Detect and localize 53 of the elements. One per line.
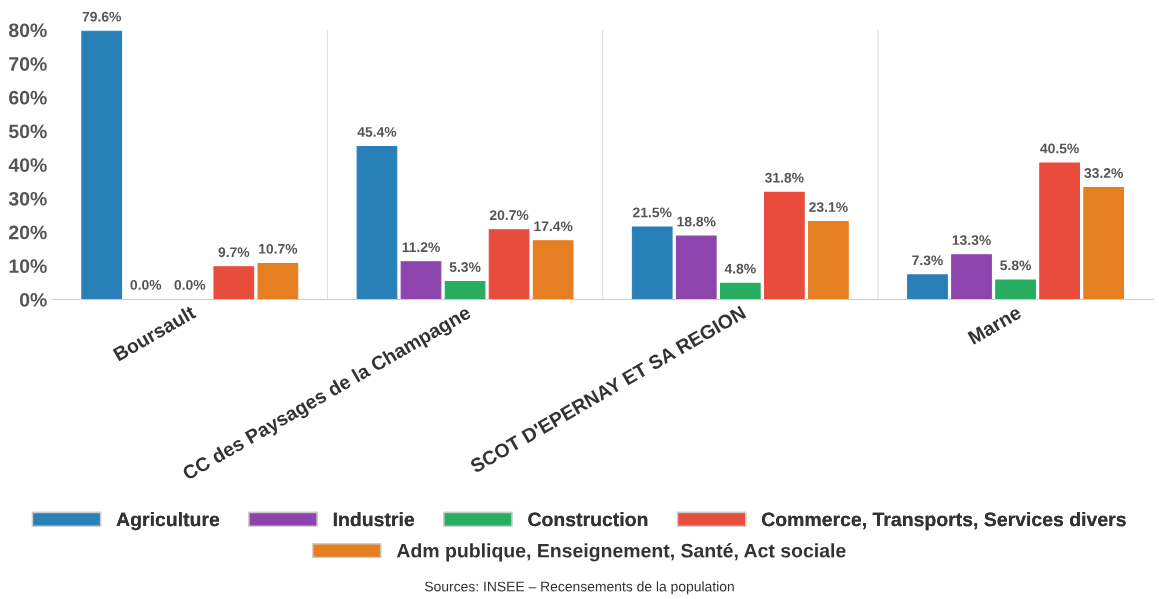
y-tick-label: 70%	[9, 57, 47, 71]
data-label: 31.8%	[764, 172, 804, 183]
data-label: 5.3%	[449, 262, 481, 272]
bar	[532, 240, 574, 300]
data-label: 0.0%	[130, 279, 162, 290]
legend-label: Commerce, Transports, Services divers	[762, 512, 1126, 531]
y-tick-label: 10%	[9, 259, 47, 274]
data-label: 21.5%	[633, 207, 672, 218]
data-label: 17.4%	[534, 221, 573, 232]
bar	[907, 274, 948, 300]
bar	[356, 145, 398, 300]
y-tick-label: 60%	[9, 90, 47, 105]
bar	[675, 235, 717, 300]
legend-label: Agriculture	[116, 512, 220, 531]
legend-label: Adm publique, Enseignement, Santé, Act sociale	[396, 543, 846, 562]
y-tick-label: 50%	[8, 124, 47, 139]
bar	[1083, 187, 1125, 300]
bar	[81, 30, 123, 300]
data-label: 7.3%	[912, 255, 943, 266]
data-label: 4.8%	[724, 263, 756, 274]
data-label: 5.8%	[1000, 260, 1032, 271]
source-note: Sources: INSEE – Recensements de la population	[424, 581, 734, 595]
legend-label: Industrie	[333, 512, 415, 527]
data-label: 10.7%	[259, 243, 298, 254]
bar	[213, 266, 255, 300]
data-label: 11.2%	[402, 242, 440, 253]
data-label: 79.6%	[82, 11, 122, 22]
data-label: 45.4%	[357, 127, 397, 137]
bar	[995, 279, 1036, 300]
bar	[951, 254, 992, 300]
bar	[257, 262, 299, 300]
data-label: 23.1%	[809, 202, 848, 212]
bar	[631, 226, 673, 300]
data-label: 33.2%	[1084, 168, 1123, 178]
data-label: 18.8%	[677, 216, 716, 227]
data-label: 20.7%	[489, 210, 529, 221]
bar	[488, 229, 530, 300]
legend-label: Construction	[528, 512, 648, 527]
data-label: 0.0%	[174, 279, 206, 290]
data-label: 9.7%	[218, 247, 250, 258]
y-tick-label: 30%	[8, 191, 47, 206]
bar	[719, 282, 761, 300]
data-label: 40.5%	[1040, 143, 1079, 154]
data-label: 13.3%	[952, 235, 991, 246]
bar	[400, 261, 442, 300]
y-tick-label: 0%	[19, 292, 47, 307]
bar	[763, 191, 805, 300]
y-tick-label: 20%	[9, 225, 47, 240]
bar	[1039, 162, 1080, 300]
bar	[444, 281, 486, 300]
y-tick-label: 80%	[8, 23, 47, 38]
y-tick-label: 40%	[8, 158, 47, 172]
bar	[808, 221, 849, 300]
